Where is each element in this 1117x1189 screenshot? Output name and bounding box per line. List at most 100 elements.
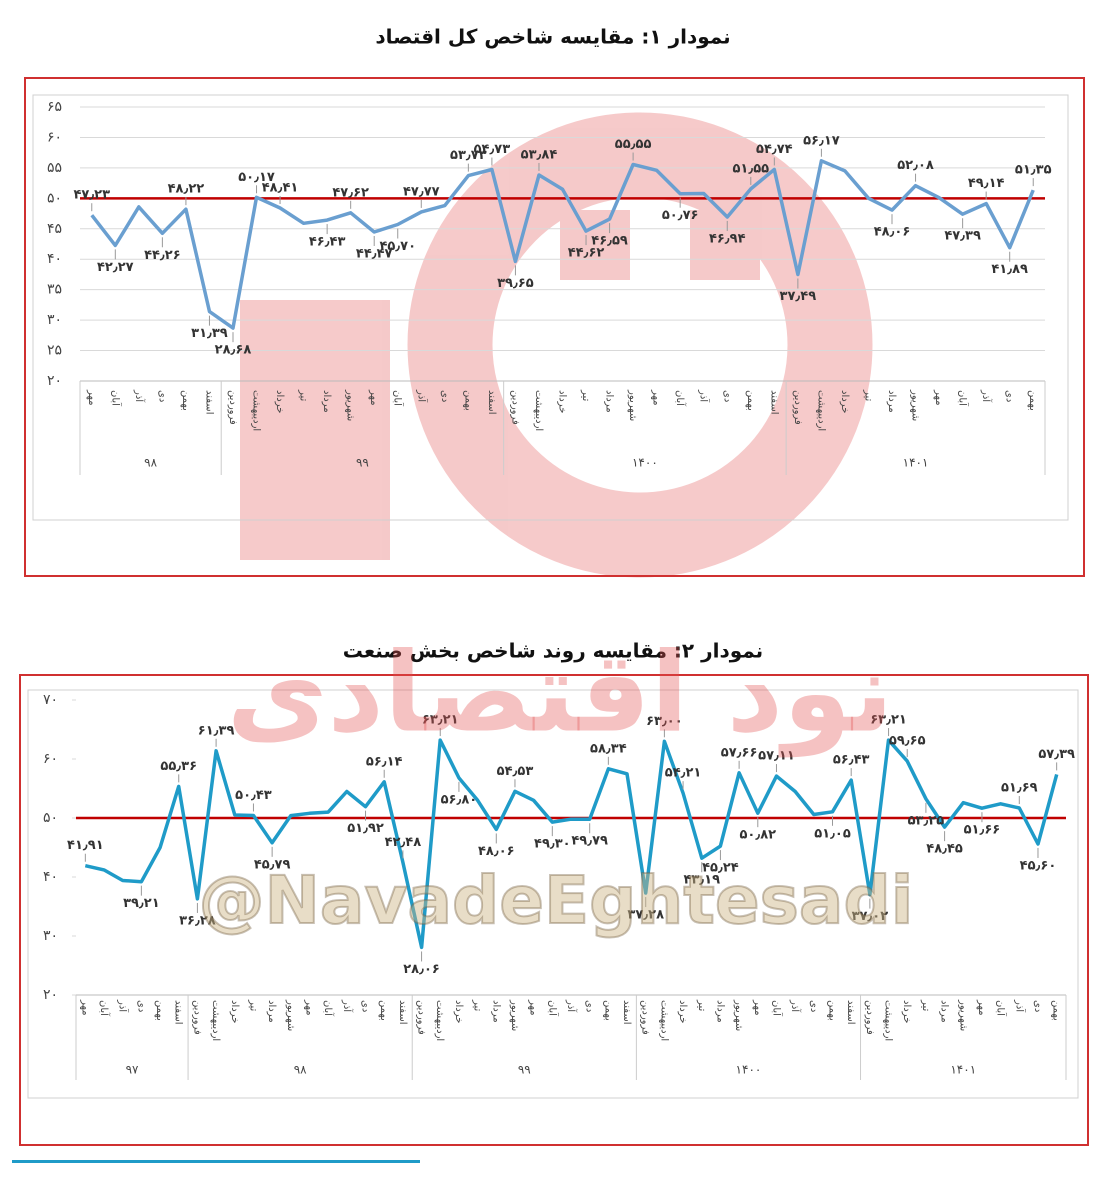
x-tick-label: مهر	[86, 389, 97, 405]
x-tick-label: بهمن	[180, 390, 191, 411]
x-tick-label: تیر	[862, 389, 873, 402]
data-label: ۵۱٫۶۶	[964, 823, 1001, 838]
x-tick-label: تیر	[580, 389, 591, 402]
x-tick-label: مرداد	[939, 1000, 950, 1023]
x-tick-label: بهمن	[154, 1000, 165, 1021]
x-tick-label: خرداد	[229, 1000, 240, 1023]
x-tick-label: فروردین	[191, 1000, 202, 1035]
data-label: ۴۴٫۴۷	[356, 247, 393, 262]
group-label: ۱۴۰۱	[950, 1063, 976, 1077]
x-tick-label: اردیبهشت	[815, 390, 826, 431]
x-tick-label: فروردین	[416, 1000, 427, 1035]
x-tick-label: تیر	[472, 999, 483, 1012]
y-tick-label: ۶۵	[47, 99, 62, 115]
x-tick-label: بهمن	[1027, 390, 1038, 411]
x-tick-label: دی	[135, 1000, 146, 1012]
data-label: ۵۶٫۱۷	[803, 133, 840, 148]
y-tick-label: ۶۰	[43, 751, 58, 767]
x-tick-label: اردیبهشت	[883, 1000, 894, 1041]
data-label: ۵۰٫۴۳	[235, 788, 272, 803]
data-label: ۴۷٫۷۷	[403, 184, 440, 199]
x-tick-label: مرداد	[321, 390, 332, 413]
group-label: ۹۹	[518, 1063, 531, 1077]
x-tick-label: شهریور	[957, 999, 968, 1031]
data-label: ۴۴٫۲۶	[144, 248, 181, 263]
data-label: ۵۰٫۱۷	[238, 170, 275, 185]
footer-rule	[12, 1160, 420, 1163]
y-tick-label: ۳۰	[47, 312, 62, 328]
y-tick-label: ۲۵	[47, 343, 62, 359]
y-tick-label: ۵۵	[47, 160, 62, 176]
data-label: ۴۶٫۹۴	[709, 231, 746, 246]
data-label: ۶۱٫۳۹	[198, 723, 235, 738]
x-tick-label: خرداد	[557, 390, 568, 413]
x-tick-label: بهمن	[827, 1000, 838, 1021]
x-tick-label: شهریور	[910, 389, 921, 421]
data-label: ۵۴٫۷۴	[756, 142, 793, 157]
x-tick-label: بهمن	[602, 1000, 613, 1021]
x-tick-label: شهریور	[733, 999, 744, 1031]
data-label: ۴۸٫۰۶	[478, 844, 515, 859]
x-tick-label: خرداد	[901, 1000, 912, 1023]
y-tick-label: ۴۵	[47, 221, 62, 237]
data-label: ۴۵٫۷۹	[254, 857, 291, 872]
data-label: ۳۹٫۶۵	[497, 276, 534, 291]
y-tick-label: ۷۰	[43, 692, 58, 708]
data-label: ۵۱٫۵۵	[732, 161, 769, 176]
x-tick-label: دی	[584, 1000, 595, 1012]
x-tick-label: مهر	[933, 389, 944, 405]
x-tick-label: آذر	[565, 999, 578, 1013]
data-label: ۵۳٫۲۵	[908, 813, 945, 828]
data-label: ۵۶٫۱۴	[366, 754, 403, 769]
data-label: ۵۲٫۰۸	[897, 158, 934, 173]
x-tick-label: اردیبهشت	[533, 390, 544, 431]
x-tick-label: آذر	[698, 389, 711, 403]
data-label: ۴۹٫۳۰	[534, 837, 571, 852]
x-tick-label: آذر	[980, 389, 993, 403]
x-tick-label: اردیبهشت	[434, 1000, 445, 1041]
data-label: ۴۲٫۲۷	[97, 260, 134, 275]
x-tick-label: بهمن	[1051, 1000, 1062, 1021]
series-line	[84, 738, 1059, 950]
x-tick-label: مهر	[368, 389, 379, 405]
x-tick-label: اسفند	[845, 1000, 856, 1024]
data-label: ۵۴٫۵۳	[497, 764, 534, 779]
x-tick-label: فروردین	[640, 1000, 651, 1035]
x-tick-label: بهمن	[462, 390, 473, 411]
x-tick-label: تیر	[696, 999, 707, 1012]
data-label: ۲۸٫۰۶	[403, 962, 440, 977]
y-tick-label: ۲۰	[43, 987, 58, 1003]
x-tick-label: مرداد	[604, 390, 615, 413]
data-label: ۵۵٫۵۵	[615, 137, 652, 152]
data-label: ۳۹٫۲۱	[123, 896, 160, 911]
x-tick-label: مهر	[651, 389, 662, 405]
data-label: ۵۹٫۶۵	[889, 734, 926, 749]
x-tick-label: آذر	[1013, 999, 1026, 1013]
data-label: ۶۳٫۰۰	[646, 714, 683, 729]
x-tick-label: آبان	[322, 1000, 335, 1017]
x-tick-label: فروردین	[227, 390, 238, 425]
x-tick-label: اسفند	[173, 1000, 184, 1024]
data-label: ۴۱٫۸۹	[991, 262, 1028, 277]
data-label: ۴۶٫۴۳	[309, 235, 346, 250]
x-tick-label: اسفند	[397, 1000, 408, 1024]
data-label: ۵۴٫۲۱	[665, 766, 702, 781]
data-label: ۵۸٫۳۴	[590, 741, 627, 756]
x-tick-label: اسفند	[621, 1000, 632, 1024]
data-label: ۵۳٫۸۴	[521, 147, 558, 162]
data-label: ۴۸٫۲۲	[168, 182, 205, 197]
logo-dot	[690, 210, 760, 280]
logo-ring	[407, 112, 873, 578]
watermark-handle: @NavadeEghtesadi	[199, 862, 914, 939]
x-tick-label: فروردین	[792, 390, 803, 425]
x-tick-label: تیر	[298, 389, 309, 402]
x-tick-label: شهریور	[345, 389, 356, 421]
y-tick-label: ۵۰	[43, 810, 58, 826]
x-tick-label: مهر	[752, 999, 763, 1015]
chart-title: نمودار ۱: مقایسه شاخص کل اقتصاد	[375, 25, 730, 49]
y-tick-label: ۴۰	[47, 251, 62, 267]
data-label: ۵۰٫۷۶	[662, 208, 699, 223]
x-tick-label: شهریور	[285, 999, 296, 1031]
group-label: ۱۴۰۰	[632, 456, 658, 470]
x-tick-label: آبان	[98, 1000, 111, 1017]
